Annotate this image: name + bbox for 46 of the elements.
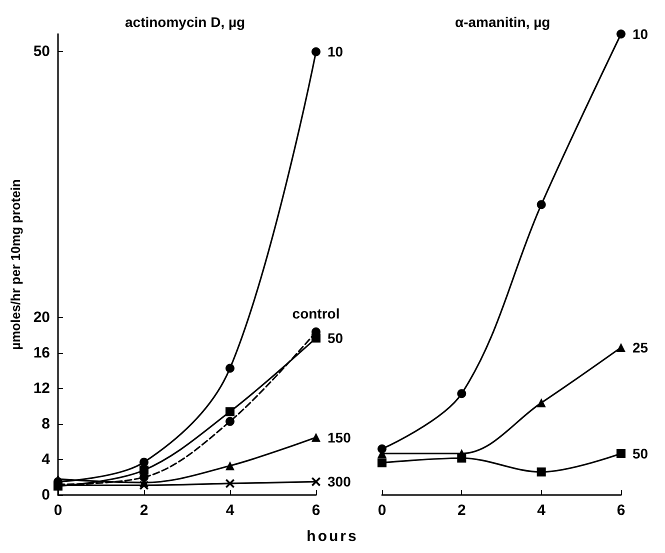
series-label: 50: [328, 330, 344, 346]
point: [226, 364, 234, 373]
y-tick-label: 0: [42, 486, 50, 504]
point: [616, 342, 626, 352]
x-tick-label: 4: [226, 502, 235, 519]
series-label: 25: [632, 339, 648, 356]
point: [140, 480, 148, 490]
y-tick-label: 4: [42, 451, 51, 468]
series-label: 150: [328, 429, 352, 446]
chart-title: actinomycin D, µg: [125, 14, 246, 30]
point: [312, 477, 320, 486]
chart-title: α-amanitin, µg: [455, 14, 550, 30]
point: [312, 47, 320, 56]
x-tick-label: 0: [378, 502, 386, 519]
point: [226, 407, 234, 416]
point: [536, 200, 546, 210]
point: [140, 458, 148, 467]
point: [378, 458, 386, 468]
y-tick-label: 20: [33, 309, 50, 326]
point: [616, 30, 626, 38]
x-axis-title: hours: [306, 528, 360, 545]
point: [226, 461, 234, 470]
x-tick-label: 6: [312, 502, 320, 519]
point: [226, 416, 234, 426]
series-label: control: [292, 305, 340, 322]
x-tick-label: 4: [537, 502, 546, 519]
point: [457, 454, 466, 463]
y-tick-label: 50: [33, 43, 50, 60]
point: [226, 478, 234, 488]
x-tick-label: 0: [54, 502, 62, 519]
y-axis-title: µmoles/hr per 10mg protein: [8, 179, 23, 350]
point: [312, 432, 320, 442]
series-label: 300: [328, 474, 352, 490]
point: [536, 398, 546, 408]
point: [457, 389, 466, 398]
point: [536, 467, 546, 476]
point: [616, 449, 626, 458]
x-tick-label: 2: [140, 502, 148, 519]
y-tick-label: 8: [42, 416, 50, 433]
series-label: 10: [328, 44, 344, 60]
y-tick-label: 12: [33, 380, 50, 398]
series-label: 10: [632, 26, 648, 42]
series-label: 50: [632, 446, 648, 462]
x-tick-label: 2: [457, 502, 466, 519]
x-tick-label: 6: [616, 502, 626, 519]
y-tick-label: 16: [33, 344, 50, 362]
